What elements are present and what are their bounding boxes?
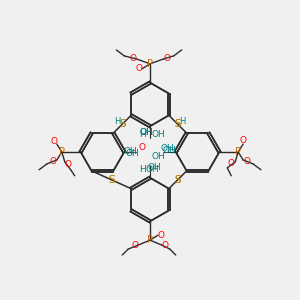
Text: P: P bbox=[147, 59, 153, 69]
Text: S: S bbox=[175, 119, 181, 129]
Text: O: O bbox=[139, 142, 145, 152]
Text: P: P bbox=[59, 147, 65, 157]
Text: OH: OH bbox=[145, 165, 159, 174]
Text: P: P bbox=[235, 147, 241, 157]
Text: OH: OH bbox=[139, 128, 153, 137]
Text: O: O bbox=[136, 64, 142, 73]
Text: S: S bbox=[119, 119, 125, 129]
Text: O: O bbox=[161, 241, 168, 250]
Text: OH: OH bbox=[151, 130, 165, 139]
Text: O: O bbox=[132, 241, 139, 250]
Text: O: O bbox=[50, 136, 57, 146]
Text: OH: OH bbox=[151, 152, 165, 161]
Text: S: S bbox=[175, 175, 181, 185]
Text: H: H bbox=[139, 165, 145, 174]
Text: O: O bbox=[244, 158, 250, 166]
Text: OH: OH bbox=[139, 128, 153, 137]
Text: H: H bbox=[179, 117, 186, 126]
Text: OH: OH bbox=[163, 146, 177, 154]
Text: OH: OH bbox=[147, 163, 161, 172]
Text: S: S bbox=[175, 175, 181, 185]
Text: H: H bbox=[114, 117, 121, 126]
Text: O: O bbox=[50, 158, 56, 166]
Text: S: S bbox=[108, 175, 115, 185]
Text: O: O bbox=[228, 159, 235, 168]
Text: O: O bbox=[163, 54, 170, 63]
Text: S: S bbox=[119, 119, 125, 129]
Text: S: S bbox=[108, 175, 115, 185]
Text: H: H bbox=[139, 130, 145, 139]
Text: O: O bbox=[240, 136, 247, 145]
Text: P: P bbox=[147, 235, 153, 245]
Text: O: O bbox=[158, 231, 164, 240]
Text: OH: OH bbox=[123, 148, 137, 157]
Text: OH: OH bbox=[161, 143, 175, 152]
Text: S: S bbox=[175, 119, 181, 129]
Text: OH: OH bbox=[125, 149, 139, 158]
Text: O: O bbox=[64, 160, 71, 169]
Text: O: O bbox=[130, 54, 137, 63]
